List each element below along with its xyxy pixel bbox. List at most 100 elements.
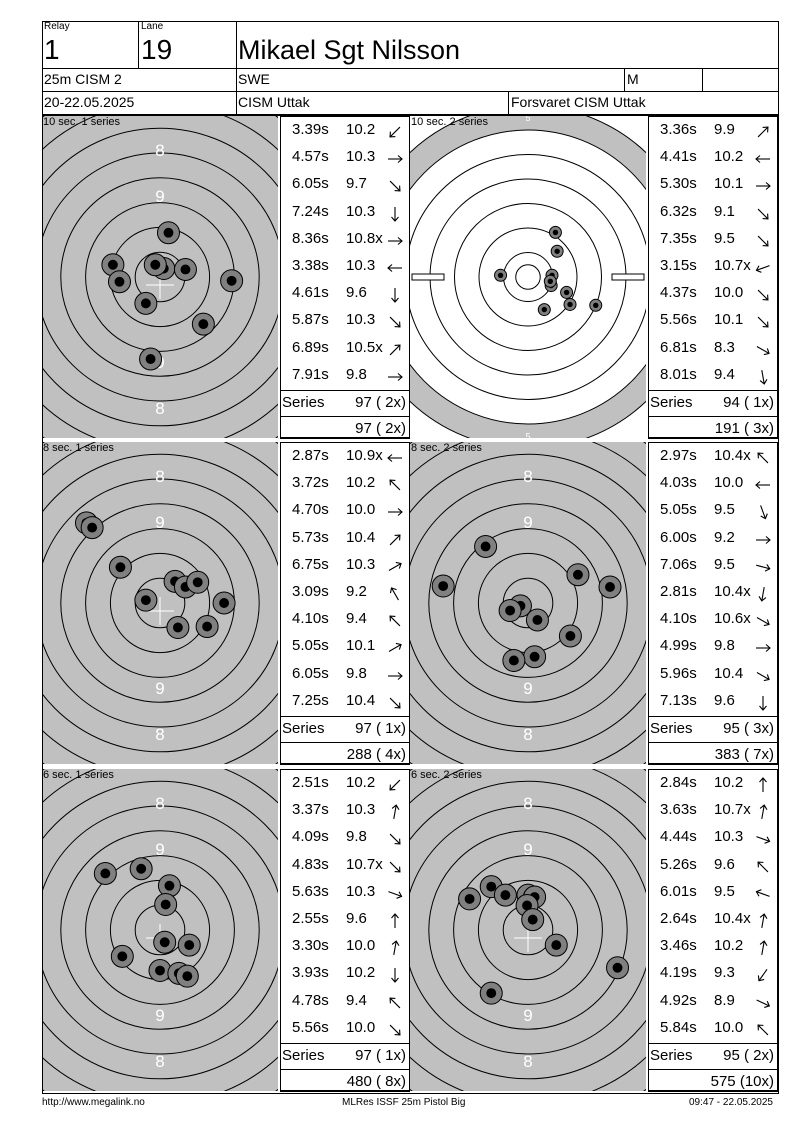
direction-arrow-icon (388, 372, 403, 381)
shot-score: 10.1 (346, 637, 376, 655)
direction-arrow-icon (756, 345, 770, 355)
series-title: 10 sec. 1 series (43, 116, 121, 128)
shot-time: 5.05s (292, 637, 329, 655)
shot-row: 4.57s 10.3 (280, 143, 410, 170)
direction-arrow-icon (391, 913, 399, 928)
shot-row: 7.06s 9.5 (648, 551, 778, 578)
shot-time: 5.56s (292, 1018, 329, 1036)
series-label: Series (650, 394, 693, 411)
shot-hole (479, 981, 503, 1005)
shot-score: 10.7x (714, 801, 751, 819)
shot-row: 3.37s 10.3 (280, 796, 410, 823)
shot-row: 4.41s 10.2 (648, 143, 778, 170)
series-total: 97 ( 1x) (355, 1047, 406, 1064)
shot-row: 3.09s 9.2 (280, 578, 410, 605)
divider (280, 742, 410, 743)
shot-row: 4.83s 10.7x (280, 851, 410, 878)
shot-row: 3.72s 10.2 (280, 469, 410, 496)
shot-hole (156, 221, 180, 245)
footer-url: http://www.megalink.no (42, 1097, 145, 1108)
shot-time: 7.91s (292, 365, 329, 383)
shot-list (280, 442, 410, 764)
shot-time: 4.09s (292, 828, 329, 846)
shot-time: 6.75s (292, 555, 329, 573)
shot-score: 9.4 (346, 991, 367, 1009)
shot-score: 9.8 (346, 828, 367, 846)
shot-score: 10.3 (346, 257, 376, 274)
shot-time: 5.05s (660, 501, 697, 519)
svg-text:9: 9 (155, 513, 164, 532)
direction-arrow-icon (389, 779, 401, 791)
shot-row: 3.63s 10.7x (648, 796, 778, 823)
divider (648, 438, 778, 439)
shot-row: 3.38s 10.3 (280, 252, 410, 279)
shot-hole (220, 269, 244, 293)
shot-row: 5.56s 10.1 (648, 306, 778, 333)
svg-text:9: 9 (523, 679, 532, 698)
target-4: 8 8 9 9 (410, 442, 646, 764)
divider (648, 1069, 778, 1070)
direction-arrow-icon (757, 208, 769, 220)
shot-time: 4.37s (660, 284, 697, 302)
competition-date: 20-22.05.2025 (44, 94, 135, 110)
shot-row: 3.30s 10.0 (280, 932, 410, 959)
shot-hole (101, 253, 125, 277)
series-label: Series (282, 720, 325, 737)
shot-row: 8.01s 9.4 (648, 361, 778, 388)
series-title: 6 sec. 2 series (411, 769, 482, 781)
svg-text:8: 8 (155, 467, 164, 486)
shot-hole (143, 253, 167, 277)
shot-score: 10.6x (714, 610, 751, 628)
shot-time: 5.73s (292, 528, 329, 546)
svg-text:7: 7 (525, 358, 530, 368)
shot-row: 3.15s 10.7x (648, 252, 778, 279)
shot-time: 3.37s (292, 801, 329, 819)
shot-row: 6.05s 9.8 (280, 660, 410, 687)
shot-hole (107, 270, 131, 294)
series-title: 6 sec. 1 series (43, 769, 114, 781)
shot-row: 3.93s 10.2 (280, 959, 410, 986)
shot-row: 2.64s 10.4x (648, 905, 778, 932)
shot-time: 8.01s (660, 365, 697, 383)
direction-arrow-icon (756, 182, 771, 191)
svg-text:9: 9 (523, 513, 532, 532)
shot-time: 5.56s (660, 311, 697, 329)
shot-hole (129, 857, 153, 881)
direction-arrow-icon (389, 181, 401, 192)
shot-row: 4.37s 10.0 (648, 279, 778, 306)
direction-arrow-icon (757, 1024, 769, 1036)
svg-text:9: 9 (155, 1006, 164, 1025)
shot-row: 7.24s 10.3 (280, 198, 410, 225)
shot-score: 9.2 (346, 583, 367, 600)
shot-time: 3.36s (660, 121, 697, 138)
shot-score: 8.9 (714, 991, 735, 1009)
shot-row: 4.19s 9.3 (648, 959, 778, 986)
shot-hole (537, 303, 551, 317)
direction-arrow-icon (388, 561, 402, 571)
shot-row: 4.61s 9.6 (280, 279, 410, 306)
shot-row: 6.00s 9.2 (648, 524, 778, 551)
shot-time: 4.10s (292, 610, 329, 628)
shot-score: 10.5x (346, 338, 383, 356)
shot-hole (110, 944, 134, 968)
lane-number: 19 (141, 34, 173, 65)
svg-text:9: 9 (523, 1006, 532, 1025)
shot-time: 5.96s (660, 664, 697, 682)
svg-text:8: 8 (525, 333, 530, 343)
shot-time: 3.63s (660, 801, 697, 819)
shot-hole (134, 588, 158, 612)
shot-row: 3.39s 10.2 (280, 116, 410, 143)
shot-time: 4.41s (660, 148, 697, 166)
shot-row: 6.81s 8.3 (648, 334, 778, 361)
shot-time: 4.19s (660, 964, 697, 982)
direction-arrow-icon (389, 534, 401, 545)
shot-hole (80, 516, 104, 540)
shot-score: 10.2 (346, 964, 376, 982)
shot-time: 5.84s (660, 1018, 697, 1036)
shot-row: 3.36s 9.9 (648, 116, 778, 143)
svg-text:8: 8 (523, 467, 532, 486)
shot-time: 5.30s (660, 175, 697, 193)
shot-list (648, 442, 778, 764)
direction-arrow-icon (757, 861, 769, 872)
shot-time: 4.99s (660, 637, 697, 655)
